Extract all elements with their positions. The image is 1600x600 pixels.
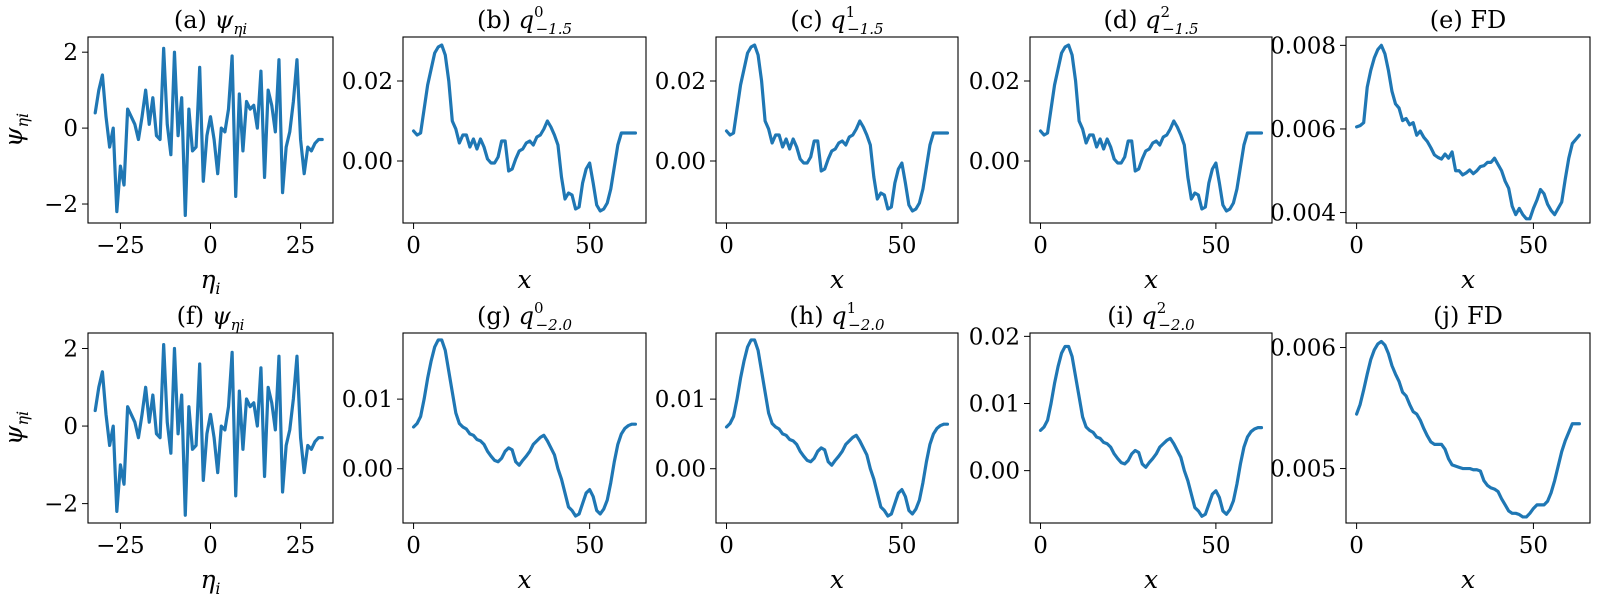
y-tick-label: 0.00	[969, 459, 1020, 485]
panel-title: (g) q0 −2.0	[477, 299, 573, 334]
y-tick-label: 0.01	[342, 387, 393, 413]
chart-panel-f: −25 0 25 −2 0 2 ηi ψηi (f) ψηi	[0, 302, 334, 598]
y-tick-label: 0	[63, 116, 78, 142]
y-axis-label: ψηi	[0, 411, 32, 445]
chart-panel-g: 0 50 0.00 0.01 x (g) q0 −2.0	[342, 299, 647, 594]
panel-title: (b) q0 −1.5	[477, 3, 572, 38]
y-tick-label: 0.01	[969, 391, 1020, 417]
panel-title: (f) ψηi	[177, 302, 245, 334]
y-tick-label: −2	[44, 192, 78, 218]
x-axis-label: x	[1144, 265, 1158, 294]
y-tick-label: 0.02	[655, 69, 706, 95]
chart-panel-a: −25 0 25 −2 0 2 ηi ψηi (a) ψηi	[0, 6, 334, 298]
series-line	[724, 43, 950, 213]
x-tick-label: 0	[1349, 233, 1364, 259]
panel-title: (j) FD	[1433, 302, 1503, 330]
y-tick-label: 0.00	[342, 149, 393, 175]
x-tick-label: 25	[286, 233, 315, 259]
x-axis-label: x	[517, 565, 531, 594]
y-tick-label: 0.005	[1270, 457, 1336, 483]
plot-frame	[715, 36, 959, 224]
plot-frame	[1345, 36, 1591, 224]
series-line	[1355, 339, 1581, 519]
x-axis-label: x	[1461, 265, 1475, 294]
y-tick-label: 0.00	[655, 457, 706, 483]
series-line	[93, 46, 324, 218]
x-tick-label: 50	[1519, 533, 1548, 559]
x-tick-label: 0	[406, 533, 421, 559]
panel-title: (a) ψηi	[174, 6, 247, 38]
x-tick-label: −25	[96, 533, 145, 559]
chart-panel-j: 0 50 0.005 0.006 x (j) FD	[1270, 302, 1591, 594]
x-tick-label: 50	[887, 533, 916, 559]
plot-frame	[1345, 332, 1591, 524]
plot-frame	[715, 332, 959, 524]
series-line	[1355, 43, 1581, 221]
y-tick-label: 0.02	[969, 324, 1020, 350]
series-line	[1038, 344, 1264, 518]
x-tick-label: 50	[1201, 233, 1230, 259]
series-line	[1038, 43, 1264, 213]
chart-panel-b: 0 50 0.00 0.02 x (b) q0 −1.5	[342, 3, 647, 294]
y-tick-label: 0.00	[969, 149, 1020, 175]
x-tick-label: 25	[286, 533, 315, 559]
panel-title: (c) q1 −1.5	[790, 3, 883, 38]
y-tick-label: 0.006	[1270, 336, 1336, 362]
plot-frame	[1029, 36, 1273, 224]
y-tick-label: 0.004	[1270, 201, 1336, 227]
x-tick-label: 0	[719, 533, 734, 559]
series-line	[93, 343, 324, 517]
x-tick-label: 0	[203, 233, 218, 259]
y-tick-label: 0.02	[342, 69, 393, 95]
y-tick-label: 0.01	[655, 387, 706, 413]
y-tick-label: 0.006	[1270, 117, 1336, 143]
x-axis-label: x	[1144, 565, 1158, 594]
x-axis-label: x	[830, 265, 844, 294]
y-tick-label: 0.02	[969, 69, 1020, 95]
chart-panel-c: 0 50 0.00 0.02 x (c) q1 −1.5	[655, 3, 959, 294]
y-tick-label: 0.00	[342, 457, 393, 483]
y-axis-label: ψηi	[0, 113, 32, 147]
x-tick-label: 50	[1519, 233, 1548, 259]
x-axis-label: ηi	[200, 565, 220, 598]
y-tick-label: 0.00	[655, 149, 706, 175]
chart-panel-d: 0 50 0.00 0.02 x (d) q2 −1.5	[969, 3, 1273, 294]
x-axis-label: ηi	[200, 265, 220, 298]
plot-frame	[402, 332, 647, 524]
x-tick-label: 50	[575, 533, 604, 559]
plot-frame	[1029, 332, 1273, 524]
y-tick-label: 0.008	[1270, 33, 1336, 59]
x-axis-label: x	[1461, 565, 1475, 594]
plot-frame	[402, 36, 647, 224]
panel-title: (i) q2 −2.0	[1107, 299, 1195, 334]
y-tick-label: 2	[63, 40, 78, 66]
y-tick-label: −2	[44, 492, 78, 518]
x-tick-label: 50	[575, 233, 604, 259]
x-tick-label: 50	[1201, 533, 1230, 559]
y-tick-label: 0	[63, 414, 78, 440]
x-tick-label: 0	[406, 233, 421, 259]
y-tick-label: 2	[63, 337, 78, 363]
x-tick-label: −25	[96, 233, 145, 259]
x-tick-label: 0	[1349, 533, 1364, 559]
panel-title: (h) q1 −2.0	[789, 299, 885, 334]
x-tick-label: 0	[1033, 233, 1048, 259]
x-tick-label: 0	[719, 233, 734, 259]
x-tick-label: 0	[203, 533, 218, 559]
x-axis-label: x	[517, 265, 531, 294]
x-tick-label: 0	[1033, 533, 1048, 559]
chart-panel-i: 0 50 0.00 0.01 0.02 x (i) q2 −2.0	[969, 299, 1273, 594]
chart-panel-e: 0 50 0.004 0.006 0.008 x (e) FD	[1270, 6, 1591, 294]
panel-title: (d) q2 −1.5	[1103, 3, 1198, 38]
chart-panel-h: 0 50 0.00 0.01 x (h) q1 −2.0	[655, 299, 959, 594]
x-tick-label: 50	[887, 233, 916, 259]
x-axis-label: x	[830, 565, 844, 594]
series-line	[724, 338, 950, 518]
panel-title: (e) FD	[1430, 6, 1506, 34]
series-line	[411, 43, 638, 213]
series-line	[411, 338, 638, 518]
